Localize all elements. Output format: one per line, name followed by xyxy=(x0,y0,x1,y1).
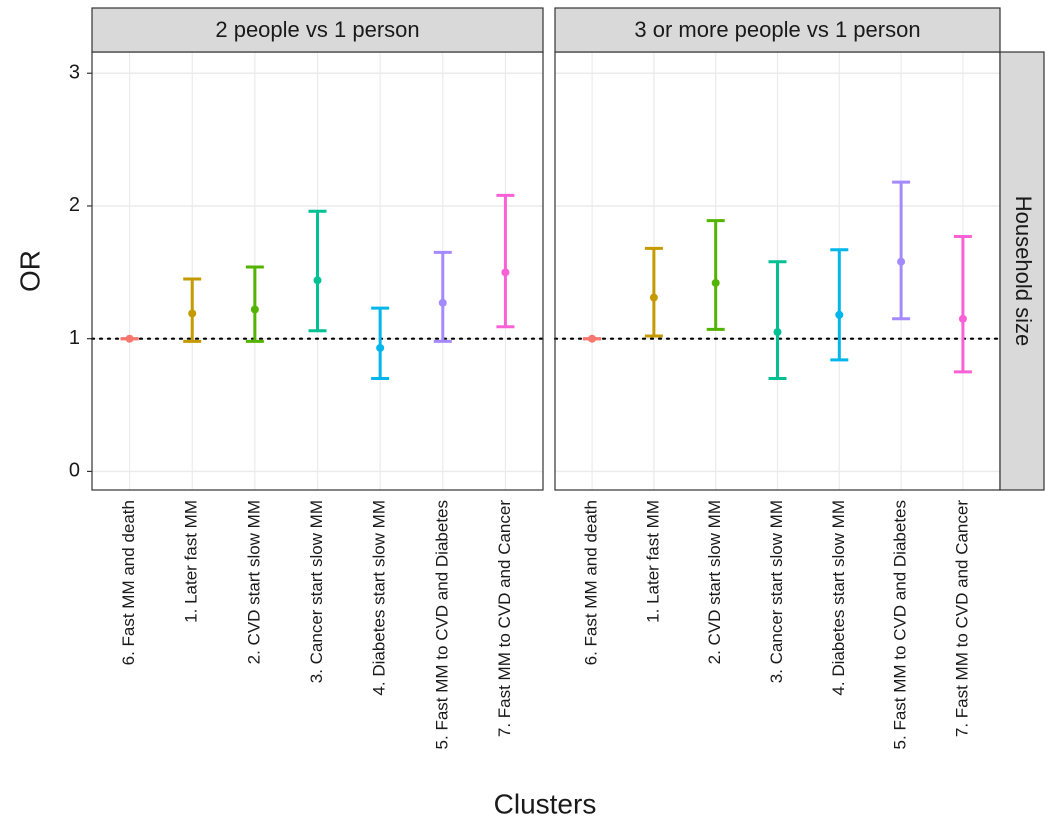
point xyxy=(438,298,447,307)
y-tick-label: 2 xyxy=(69,194,80,216)
y-tick-label: 0 xyxy=(69,460,80,482)
x-tick-label: 7. Fast MM to CVD and Cancer xyxy=(495,500,514,737)
row-strip-label: Household size xyxy=(1011,196,1036,346)
x-tick-label: 2. CVD start slow MM xyxy=(705,500,724,664)
x-tick-label: 6. Fast MM and death xyxy=(582,500,601,665)
point xyxy=(897,257,906,266)
point xyxy=(188,309,197,318)
x-tick-label: 5. Fast MM to CVD and Diabetes xyxy=(891,500,910,749)
strip xyxy=(554,7,1001,53)
x-tick-label: 4. Diabetes start slow MM xyxy=(829,500,848,696)
point xyxy=(125,334,134,343)
point xyxy=(773,328,782,337)
point xyxy=(501,268,510,277)
x-axis-label: Clusters xyxy=(494,788,597,819)
point xyxy=(958,314,967,323)
strip xyxy=(91,7,544,53)
row-strip xyxy=(999,51,1045,491)
x-tick-label: 1. Later fast MM xyxy=(182,500,201,623)
strip-label: 2 people vs 1 person xyxy=(215,17,419,42)
y-axis-label: OR xyxy=(14,250,45,292)
point xyxy=(835,310,844,319)
x-tick-label: 3. Cancer start slow MM xyxy=(307,500,326,683)
x-tick-label: 7. Fast MM to CVD and Cancer xyxy=(952,500,971,737)
y-tick-label: 1 xyxy=(69,327,80,349)
x-tick-label: 6. Fast MM and death xyxy=(119,500,138,665)
x-tick-label: 4. Diabetes start slow MM xyxy=(370,500,389,696)
point xyxy=(313,276,322,285)
x-tick-label: 3. Cancer start slow MM xyxy=(767,500,786,683)
x-tick-label: 1. Later fast MM xyxy=(643,500,662,623)
point xyxy=(250,305,259,314)
y-tick-label: 3 xyxy=(69,62,80,84)
point xyxy=(711,278,720,287)
point xyxy=(588,334,597,343)
x-tick-label: 5. Fast MM to CVD and Diabetes xyxy=(432,500,451,749)
point xyxy=(376,343,385,352)
strip-label: 3 or more people vs 1 person xyxy=(634,17,920,42)
x-tick-label: 2. CVD start slow MM xyxy=(244,500,263,664)
point xyxy=(649,293,658,302)
